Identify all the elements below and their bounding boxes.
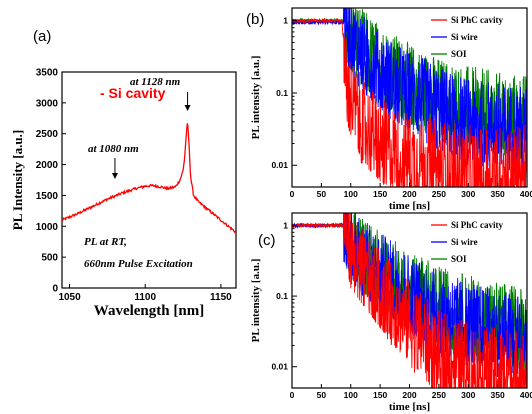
legend-entry-si-cavity: - Si cavity [100,85,166,101]
legend-entry-c: Si PhC cavity [451,220,504,230]
x-tick-label-c: 300 [461,390,475,400]
y-tick-label-c: 0.01 [271,362,288,372]
y-axis-label-b: PL intensity [a.u.] [250,56,262,140]
x-tick-label-c: 50 [317,390,327,400]
y-tick-label-b: 1 [283,16,288,26]
annotation-1080: at 1080 nm [88,143,139,155]
annotation-arrowhead-peak [184,105,191,111]
x-tick-label-b: 400 [520,189,532,199]
y-tick-label-c: 1 [283,220,288,230]
x-tick-label-b: 100 [344,189,358,199]
series-line-b-si-phc-cavity [292,17,527,187]
annotation-pl-rt: PL at RT, [84,236,127,248]
panel-label-c: (c) [258,232,276,249]
y-axis-label-a: PL Intensity [a.u.] [10,130,25,230]
x-tick-label-b: 0 [290,189,295,199]
panel-label-a: (a) [33,28,51,45]
x-tick-label-c: 200 [402,390,416,400]
plot-frame-a [61,71,237,289]
x-tick-label-b: 300 [461,189,475,199]
x-tick-label-b: 50 [317,189,327,199]
x-tick-label-c: 0 [290,390,295,400]
y-tick-label-a: 3000 [36,98,59,109]
y-tick-label-b: 0.01 [271,160,288,170]
y-tick-label-a: 3500 [36,68,59,79]
y-tick-label-a: 2500 [36,129,59,140]
y-tick-label-a: 1000 [36,222,59,233]
x-tick-label-b: 200 [402,189,416,199]
x-tick-label-c: 400 [520,390,532,400]
legend-entry-b: Si wire [451,32,478,42]
x-axis-label-a: Wavelength [nm] [94,303,204,319]
y-tick-label-b: 0.1 [276,88,288,98]
x-axis-label-b: time [ns] [389,200,430,212]
x-tick-label-c: 150 [373,390,387,400]
panel-label-b: (b) [246,11,264,28]
x-tick-label-b: 250 [432,189,446,199]
y-tick-label-a: 2000 [36,160,59,171]
series-line-si-cavity [61,123,237,234]
x-tick-label-c: 100 [344,390,358,400]
x-axis-label-c: time [ns] [389,401,430,413]
x-tick-label-b: 350 [491,189,505,199]
legend-entry-c: Si wire [451,237,478,247]
x-tick-label-b: 150 [373,189,387,199]
x-tick-label-a: 1100 [134,292,156,303]
annotation-peak: at 1128 nm [130,76,181,88]
annotation-excitation: 660nm Pulse Excitation [84,258,193,270]
y-tick-label-a: 0 [52,284,58,295]
legend-entry-c: SOI [451,254,467,264]
x-tick-label-c: 350 [491,390,505,400]
y-tick-label-c: 0.1 [276,291,288,301]
y-axis-label-c: PL intensity [a.u.] [250,259,262,343]
series-line-c-si-phc-cavity [292,213,527,388]
y-tick-label-a: 1500 [36,191,59,202]
annotation-arrowhead-1080 [111,173,118,179]
x-tick-label-c: 250 [432,390,446,400]
x-tick-label-a: 1150 [210,292,232,303]
x-tick-label-a: 1050 [58,292,81,303]
y-tick-label-a: 500 [41,253,58,264]
legend-entry-b: Si PhC cavity [451,15,504,25]
legend-entry-b: SOI [451,49,467,59]
